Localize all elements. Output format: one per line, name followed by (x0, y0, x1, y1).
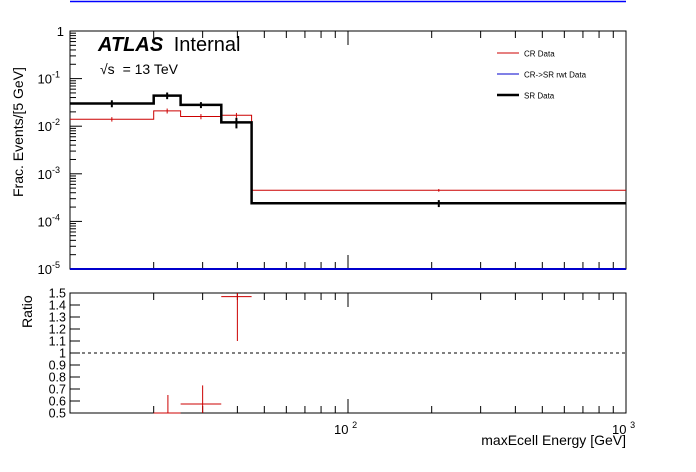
x-tick-label-100-exp: 2 (352, 420, 357, 430)
ratio-y-ticks: 0.50.60.70.80.911.11.21.31.41.5 (49, 287, 80, 421)
main-panel: 110-110-210-310-410-5 Frac. Events/[5 Ge… (10, 24, 627, 277)
x-tick-label-1000-exp: 3 (630, 420, 635, 430)
y-tick-label-base: 10 (38, 262, 52, 277)
y-tick-label-base: 10 (38, 72, 52, 87)
main-series (70, 92, 626, 270)
ratio-y-tick-label: 1.2 (49, 323, 66, 337)
series-line (70, 110, 626, 191)
ratio-points (153, 293, 252, 414)
ratio-panel: 0.50.60.70.80.911.11.21.31.41.5 Ratio 10… (19, 287, 635, 449)
y-tick-label-base: 10 (38, 214, 52, 229)
atlas-label-rest: Internal (174, 34, 241, 56)
ratio-y-tick-label: 1.4 (49, 299, 66, 313)
ratio-y-tick-label: 1 (59, 347, 66, 361)
ratio-y-tick-label: 1.3 (49, 311, 66, 325)
y-tick-label-exp: -4 (52, 212, 60, 222)
atlas-label: ATLAS Internal (97, 34, 240, 56)
x-tick-label-100: 10 2 (334, 420, 357, 437)
energy-label-sqrt: √s (100, 61, 115, 77)
x-axis-label: maxEcell Energy [GeV] (481, 432, 626, 448)
legend-entry-sr: SR Data (524, 92, 555, 101)
x-tick-label-100-base: 10 (334, 422, 348, 437)
y-tick-label: 1 (57, 24, 64, 39)
ratio-y-axis-label: Ratio (19, 295, 35, 328)
ratio-y-tick-label: 0.5 (49, 407, 66, 421)
energy-label-rest: = 13 TeV (123, 61, 179, 77)
legend: CR Data CR->SR rwt Data SR Data (497, 50, 587, 101)
y-tick-label-exp: -3 (52, 165, 60, 175)
energy-label: √s = 13 TeV (100, 61, 179, 77)
ratio-y-tick-label: 0.8 (49, 371, 66, 385)
main-x-ticks (153, 31, 627, 269)
ratio-y-tick-label: 0.9 (49, 359, 66, 373)
ratio-y-tick-label: 0.6 (49, 395, 66, 409)
atlas-label-bold: ATLAS (97, 34, 164, 56)
y-tick-label-exp: -1 (52, 70, 60, 80)
x-tick-label-1000-base: 10 (612, 422, 626, 437)
y-tick-label-base: 10 (38, 167, 52, 182)
ratio-x-ticks (153, 293, 627, 413)
ratio-y-tick-label: 1.5 (49, 287, 66, 301)
legend-entry-cr-rwt: CR->SR rwt Data (524, 71, 587, 80)
y-tick-label-exp: -5 (52, 260, 60, 270)
legend-entry-cr: CR Data (524, 50, 555, 59)
main-y-axis-label: Frac. Events/[5 GeV] (10, 67, 26, 197)
y-tick-label-base: 10 (38, 119, 52, 134)
ratio-y-tick-label: 1.1 (49, 335, 66, 349)
main-y-ticks: 110-110-210-310-410-5 (38, 24, 82, 277)
ratio-y-tick-label: 0.7 (49, 383, 66, 397)
x-tick-label-1000: 10 3 (612, 420, 635, 437)
y-tick-label-exp: -2 (52, 117, 60, 127)
